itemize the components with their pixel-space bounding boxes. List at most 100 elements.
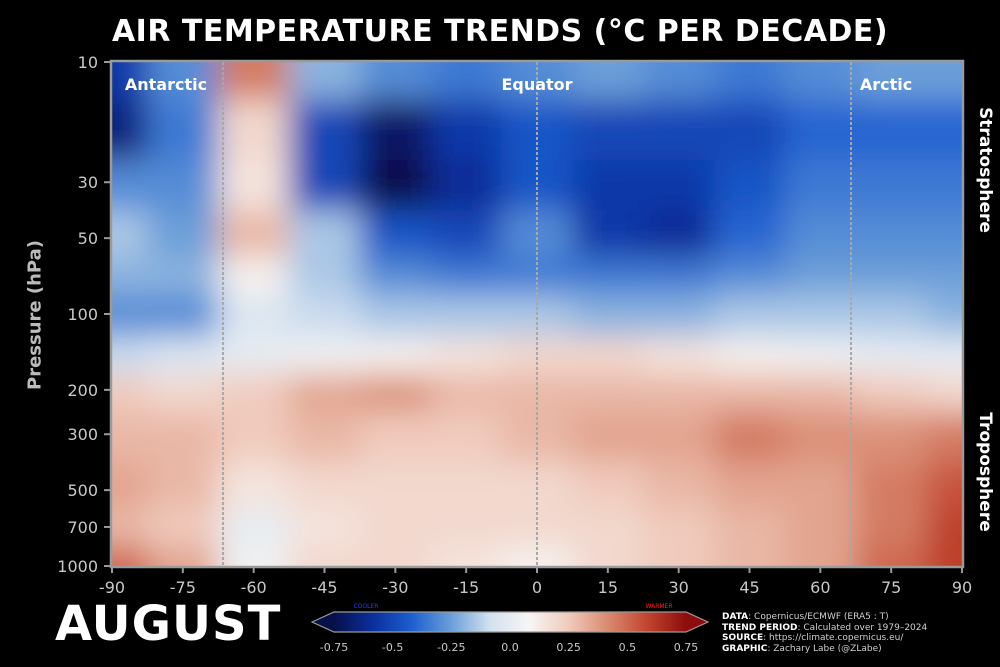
heatmap-cell [926, 99, 962, 162]
heatmap-cell [147, 294, 220, 338]
heatmap-cell [430, 546, 503, 566]
heatmap-cell [147, 256, 220, 296]
heatmap-cell [359, 546, 432, 566]
heatmap-cell [112, 294, 149, 338]
heatmap-cell [572, 256, 645, 296]
colorbar-tick-label: 0.25 [556, 641, 581, 654]
heatmap-cell [714, 462, 786, 510]
heatmap-cell [430, 294, 503, 338]
heatmap-cell [855, 294, 928, 338]
heatmap-cell [430, 374, 503, 414]
heatmap-cell [926, 336, 962, 376]
heatmap-cell [714, 256, 786, 296]
heatmap-cell [572, 160, 645, 212]
colorbar-tick-label: -0.75 [320, 641, 348, 654]
heatmap-cell [784, 508, 857, 548]
heatmap-cell [643, 508, 716, 548]
x-tick-label: -90 [99, 578, 125, 597]
heatmap-cell [714, 62, 786, 101]
heatmap-cell [147, 336, 220, 376]
heatmap-cell [359, 412, 432, 464]
heatmap-cell [501, 546, 574, 566]
heatmap-cell [784, 256, 857, 296]
heatmap-cell [147, 99, 220, 162]
colorbar: -0.75 -0.5 -0.25 0.0 0.25 0.5 0.75 COOLER WARMER [310, 603, 710, 654]
heatmap-cell [430, 160, 503, 212]
heatmap-cell [572, 462, 645, 510]
heatmap-cell [112, 508, 149, 548]
heatmap-cell [643, 99, 716, 162]
heatmap-cell [218, 336, 291, 376]
heatmap-cell [855, 210, 928, 258]
x-tick-label: 90 [952, 578, 972, 597]
heatmap-cell [218, 546, 291, 566]
heatmap-cell [430, 508, 503, 548]
heatmap-cell [855, 336, 928, 376]
heatmap-cell [289, 374, 361, 414]
heatmap-cell [855, 62, 928, 101]
heatmap-cell [218, 99, 291, 162]
heatmap-cell [147, 374, 220, 414]
colorbar-tick-label: 0.5 [619, 641, 637, 654]
heatmap-cell [714, 508, 786, 548]
heatmap-cell [926, 294, 962, 338]
heatmap-cell [784, 462, 857, 510]
heatmap-cell [289, 294, 361, 338]
x-tick-label: -45 [311, 578, 337, 597]
reference-label: Arctic [860, 75, 912, 94]
heatmap-cell [501, 99, 574, 162]
heatmap-cell [855, 462, 928, 510]
heatmap-cell [643, 336, 716, 376]
reference-label: Equator [501, 75, 572, 94]
heatmap-cell [218, 412, 291, 464]
heatmap-cell [855, 508, 928, 548]
stratosphere-label: Stratosphere [975, 107, 995, 233]
month-label: AUGUST [55, 596, 282, 652]
heatmap-cell [643, 546, 716, 566]
heatmap-cell [784, 294, 857, 338]
heatmap-cell [643, 160, 716, 212]
heatmap-cell [643, 374, 716, 414]
heatmap-cell [501, 462, 574, 510]
y-tick-label: 10 [78, 53, 98, 72]
y-axis-label: Pressure (hPa) [24, 240, 46, 390]
heatmap-cell [926, 374, 962, 414]
heatmap-cell [112, 99, 149, 162]
y-tick-label: 500 [67, 481, 98, 500]
heatmap-cell [784, 374, 857, 414]
heatmap-cell [784, 336, 857, 376]
y-tick-label: 300 [67, 425, 98, 444]
heatmap-cell [289, 546, 361, 566]
heatmap-cell [714, 546, 786, 566]
heatmap-cell [855, 412, 928, 464]
heatmap-cell [430, 256, 503, 296]
heatmap-cell [926, 62, 962, 101]
heatmap-cell [147, 546, 220, 566]
heatmap-cell [289, 508, 361, 548]
colorbar-cooler-label: COOLER [354, 603, 379, 610]
heatmap-cell [572, 336, 645, 376]
heatmap-cell [784, 412, 857, 464]
heatmap-cell [289, 210, 361, 258]
heatmap-cell [112, 210, 149, 258]
heatmap-field [112, 62, 962, 566]
heatmap-cell [572, 210, 645, 258]
heatmap-cell [147, 210, 220, 258]
heatmap-cell [289, 256, 361, 296]
credit-trend-period: TREND PERIOD: Calculated over 1979–2024 [722, 622, 928, 633]
heatmap-cell [147, 412, 220, 464]
heatmap-cell [643, 462, 716, 510]
heatmap-cell [359, 294, 432, 338]
heatmap-cell [501, 294, 574, 338]
heatmap-cell [714, 160, 786, 212]
heatmap-cell [218, 160, 291, 212]
y-tick-label: 30 [78, 173, 98, 192]
heatmap-cell [359, 374, 432, 414]
heatmap-cell [855, 99, 928, 162]
x-tick-label: 30 [668, 578, 688, 597]
heatmap-cell [926, 256, 962, 296]
heatmap-cell [359, 508, 432, 548]
heatmap-cell [926, 210, 962, 258]
heatmap-cell [855, 160, 928, 212]
heatmap-cell [218, 294, 291, 338]
